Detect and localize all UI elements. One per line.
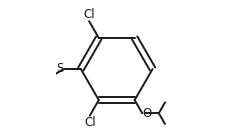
Text: S: S (56, 63, 64, 75)
Text: Cl: Cl (83, 7, 95, 21)
Text: Cl: Cl (84, 116, 96, 129)
Text: O: O (143, 107, 152, 120)
